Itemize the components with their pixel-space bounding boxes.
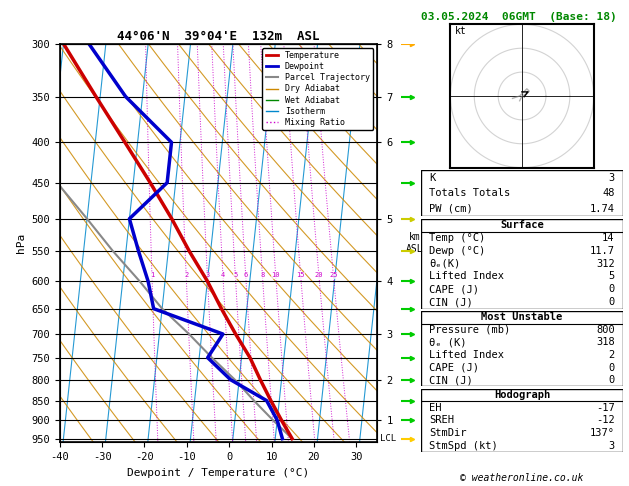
- Text: Hodograph: Hodograph: [494, 390, 550, 400]
- Text: 03.05.2024  06GMT  (Base: 18): 03.05.2024 06GMT (Base: 18): [421, 12, 617, 22]
- Text: PW (cm): PW (cm): [430, 204, 473, 213]
- Text: CAPE (J): CAPE (J): [430, 284, 479, 295]
- Text: Dewp (°C): Dewp (°C): [430, 246, 486, 256]
- Text: CAPE (J): CAPE (J): [430, 363, 479, 373]
- Text: 0: 0: [608, 363, 615, 373]
- Text: SREH: SREH: [430, 416, 455, 425]
- Text: 0: 0: [608, 297, 615, 307]
- Text: 20: 20: [314, 273, 323, 278]
- Text: 11.7: 11.7: [589, 246, 615, 256]
- Text: 1.74: 1.74: [589, 204, 615, 213]
- Text: 2: 2: [184, 273, 188, 278]
- Text: Surface: Surface: [500, 220, 544, 230]
- X-axis label: Dewpoint / Temperature (°C): Dewpoint / Temperature (°C): [128, 468, 309, 478]
- Text: EH: EH: [430, 403, 442, 413]
- Text: 10: 10: [272, 273, 280, 278]
- Text: 312: 312: [596, 259, 615, 269]
- Text: © weatheronline.co.uk: © weatheronline.co.uk: [460, 473, 584, 483]
- Text: 14: 14: [602, 233, 615, 243]
- Text: 3: 3: [205, 273, 209, 278]
- Text: 0: 0: [608, 375, 615, 385]
- Text: 48: 48: [602, 188, 615, 198]
- Text: 25: 25: [329, 273, 338, 278]
- Y-axis label: km
ASL: km ASL: [406, 232, 424, 254]
- Text: 6: 6: [243, 273, 248, 278]
- Text: -12: -12: [596, 416, 615, 425]
- Text: θₑ (K): θₑ (K): [430, 337, 467, 347]
- Text: StmDir: StmDir: [430, 428, 467, 438]
- Text: 0: 0: [608, 284, 615, 295]
- Text: CIN (J): CIN (J): [430, 297, 473, 307]
- Text: Most Unstable: Most Unstable: [481, 312, 563, 322]
- Text: 318: 318: [596, 337, 615, 347]
- Text: 800: 800: [596, 325, 615, 335]
- Text: Lifted Index: Lifted Index: [430, 272, 504, 281]
- Text: K: K: [430, 173, 436, 183]
- Text: Lifted Index: Lifted Index: [430, 350, 504, 360]
- Text: θₑ(K): θₑ(K): [430, 259, 460, 269]
- Text: 8: 8: [260, 273, 265, 278]
- Text: 3: 3: [608, 441, 615, 451]
- Text: Temp (°C): Temp (°C): [430, 233, 486, 243]
- Text: 15: 15: [296, 273, 305, 278]
- Text: -17: -17: [596, 403, 615, 413]
- Text: LCL: LCL: [379, 434, 396, 443]
- Text: 3: 3: [608, 173, 615, 183]
- Text: kt: kt: [455, 26, 467, 36]
- Text: 2: 2: [608, 350, 615, 360]
- Text: 4: 4: [221, 273, 225, 278]
- Legend: Temperature, Dewpoint, Parcel Trajectory, Dry Adiabat, Wet Adiabat, Isotherm, Mi: Temperature, Dewpoint, Parcel Trajectory…: [262, 48, 373, 130]
- Title: 44°06'N  39°04'E  132m  ASL: 44°06'N 39°04'E 132m ASL: [118, 30, 320, 43]
- Y-axis label: hPa: hPa: [16, 233, 26, 253]
- Text: 137°: 137°: [589, 428, 615, 438]
- Text: CIN (J): CIN (J): [430, 375, 473, 385]
- Text: 5: 5: [608, 272, 615, 281]
- Text: Totals Totals: Totals Totals: [430, 188, 511, 198]
- Text: StmSpd (kt): StmSpd (kt): [430, 441, 498, 451]
- Text: Pressure (mb): Pressure (mb): [430, 325, 511, 335]
- Text: 5: 5: [233, 273, 238, 278]
- Text: 1: 1: [150, 273, 154, 278]
